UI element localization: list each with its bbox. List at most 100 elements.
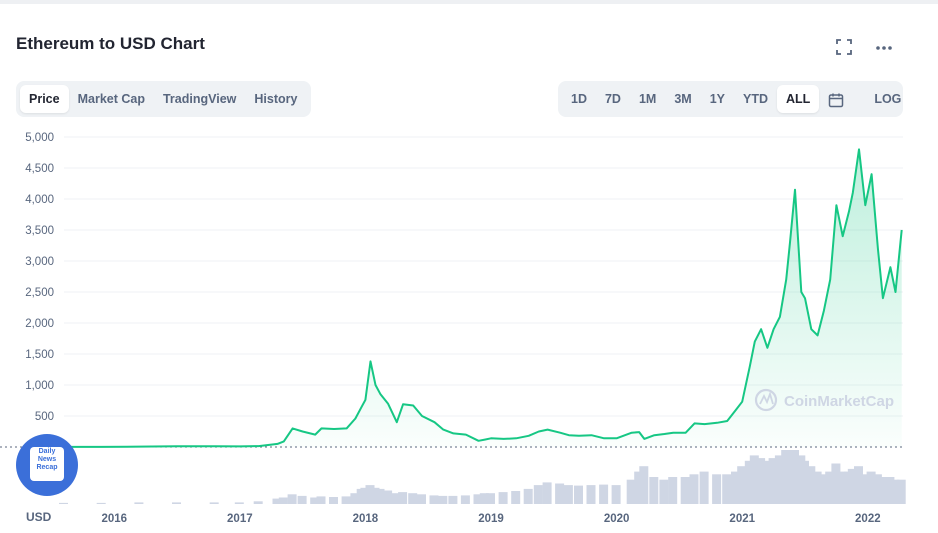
volume-bar xyxy=(391,493,401,504)
volume-bar xyxy=(134,502,144,504)
volume-bar xyxy=(533,485,543,504)
range-1d[interactable]: 1D xyxy=(571,92,587,106)
x-tick-label: 2016 xyxy=(101,513,127,525)
volume-bar xyxy=(689,474,699,504)
y-tick-label: 4,000 xyxy=(25,194,54,206)
volume-bar xyxy=(768,458,778,504)
volume-bar xyxy=(523,488,533,504)
volume-bar xyxy=(599,484,609,504)
calendar-icon-svg xyxy=(829,93,844,107)
range-ytd[interactable]: YTD xyxy=(743,92,769,106)
volume-bar xyxy=(586,485,596,504)
x-tick-label: 2021 xyxy=(729,513,755,525)
y-tick-label: 4,500 xyxy=(25,163,54,175)
watermark-text: CoinMarketCap xyxy=(784,393,894,410)
range-7d[interactable]: 7D xyxy=(604,92,621,106)
x-tick-label: 2017 xyxy=(227,513,253,525)
volume-bar xyxy=(486,493,495,504)
volume-bars xyxy=(59,450,906,504)
volume-bar xyxy=(737,466,747,504)
y-tick-label: 5,000 xyxy=(25,132,54,144)
x-tick-label: 2019 xyxy=(478,513,504,525)
tab-price[interactable]: Price xyxy=(20,85,69,113)
daily-news-recap-badge: Daily News Recap xyxy=(16,434,78,496)
volume-bar xyxy=(498,492,508,504)
volume-bar xyxy=(825,471,835,504)
y-tick-label: 3,000 xyxy=(25,256,54,268)
range-1m[interactable]: 1M xyxy=(638,92,657,106)
volume-bar xyxy=(350,493,360,504)
volume-bar xyxy=(555,483,565,504)
volume-bar xyxy=(417,494,426,504)
calendar-icon[interactable] xyxy=(819,85,853,113)
range-1y[interactable]: 1Y xyxy=(709,92,726,106)
range-3m[interactable]: 3M xyxy=(674,92,692,106)
volume-bar xyxy=(837,471,847,504)
volume-bar xyxy=(297,495,307,504)
tab-market-cap[interactable]: Market Cap xyxy=(77,92,145,106)
volume-bar xyxy=(831,463,841,504)
volume-bar xyxy=(448,495,458,504)
volume-bar xyxy=(626,479,636,504)
volume-bar xyxy=(370,487,380,504)
range-all[interactable]: ALL xyxy=(777,85,820,113)
fullscreen-icon[interactable] xyxy=(835,38,853,61)
y-tick-label: 2,000 xyxy=(25,318,54,330)
chart-title: Ethereum to USD Chart xyxy=(16,34,205,53)
volume-bar xyxy=(885,477,895,504)
volume-bar xyxy=(460,495,470,504)
volume-bar xyxy=(316,496,326,504)
volume-bar xyxy=(744,460,754,504)
volume-bar xyxy=(699,471,709,504)
volume-bar xyxy=(731,471,740,504)
more-dots-icon-svg xyxy=(876,46,892,50)
volume-bar xyxy=(172,502,181,504)
coinmarketcap-logo-icon xyxy=(754,388,778,412)
volume-bar xyxy=(375,488,385,504)
volume-bar xyxy=(511,491,521,504)
volume-bar xyxy=(611,485,621,504)
volume-bar xyxy=(668,477,678,504)
more-dots-icon[interactable] xyxy=(874,38,894,61)
volume-bar xyxy=(785,452,794,504)
volume-bar xyxy=(774,455,784,504)
top-divider xyxy=(0,0,938,4)
badge-text: Daily News Recap xyxy=(36,448,58,471)
volume-bar xyxy=(574,485,583,504)
volume-bar xyxy=(860,474,870,504)
volume-bar xyxy=(408,493,418,504)
usd-label: USD xyxy=(26,510,52,524)
x-tick-label: 2020 xyxy=(604,513,630,525)
y-tick-label: 1,500 xyxy=(25,349,54,361)
volume-bar xyxy=(310,497,320,504)
volume-bar xyxy=(854,466,863,504)
volume-bar xyxy=(398,492,408,504)
volume-bar xyxy=(639,466,649,504)
volume-bar xyxy=(563,485,573,504)
volume-bar xyxy=(278,497,288,504)
tab-history[interactable]: History xyxy=(254,92,298,106)
volume-bar xyxy=(896,479,906,504)
volume-bar xyxy=(341,496,351,504)
volume-bar xyxy=(749,455,759,504)
volume-bar xyxy=(96,502,106,504)
volume-bar xyxy=(473,494,483,504)
volume-bar xyxy=(659,479,669,504)
tab-tradingview[interactable]: TradingView xyxy=(162,92,237,106)
y-axis-labels: 500 1,000 1,500 2,000 2,500 3,000 3,500 4,000 4,… xyxy=(25,132,54,423)
volume-bar xyxy=(383,490,393,504)
volume-bar xyxy=(722,474,732,504)
badge-card xyxy=(30,447,64,481)
volume-bar xyxy=(360,487,370,504)
volume-bar xyxy=(890,479,900,504)
volume-bar xyxy=(253,501,263,504)
log-toggle[interactable]: LOG xyxy=(874,92,902,106)
price-chart[interactable]: 500 1,000 1,500 2,000 2,500 3,000 3,500 4,000 4,… xyxy=(0,128,938,533)
volume-bar xyxy=(287,494,297,504)
x-axis-labels: 2016 2017 2018 2019 2020 2021 2022 xyxy=(101,513,880,525)
volume-bar xyxy=(479,493,489,504)
volume-bar xyxy=(649,477,659,504)
volume-bar xyxy=(634,471,644,504)
fullscreen-icon-svg xyxy=(836,39,852,55)
volume-bar xyxy=(756,458,766,504)
